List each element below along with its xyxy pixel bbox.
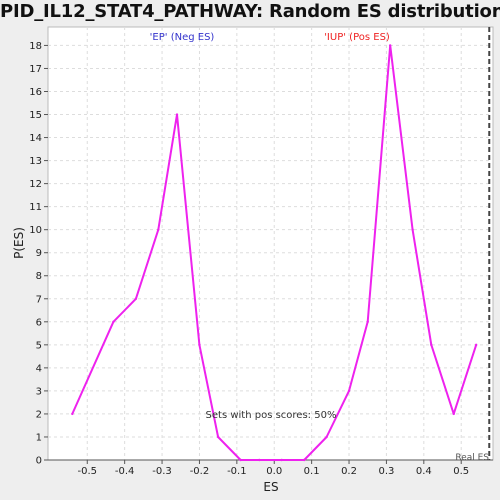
x-axis-title: ES [263,480,278,494]
data-point [258,459,260,461]
y-tick-label: 17 [29,64,42,75]
y-tick-label: 12 [29,179,42,190]
y-tick-label: 2 [36,409,42,420]
x-tick-label: -0.1 [227,466,247,477]
x-tick-label: -0.3 [152,466,172,477]
y-tick-label: 18 [29,41,42,52]
data-point [198,344,200,346]
y-tick-label: 3 [36,386,42,397]
x-tick-label: 0.1 [304,466,320,477]
x-tick-label: 0.5 [453,466,469,477]
data-point [157,228,159,230]
x-tick-label: -0.2 [190,466,210,477]
x-tick-label: 0.4 [416,466,432,477]
data-point [303,459,305,461]
neg-es-label: 'EP' (Neg ES) [150,32,215,43]
y-tick-label: 13 [29,156,42,167]
data-point [411,228,413,230]
x-axis-ticks: -0.5 -0.4 -0.3 -0.2 -0.1 0.0 0.1 0.2 0.3 0.4 0.5 [78,460,470,477]
y-tick-label: 16 [29,87,42,98]
data-point [325,436,327,438]
data-point [112,321,114,323]
data-point [239,459,241,461]
y-tick-label: 7 [36,294,42,305]
y-tick-label: 14 [29,133,42,144]
data-point [367,321,369,323]
y-tick-label: 1 [36,432,42,443]
y-tick-label: 5 [36,340,42,351]
data-point [430,344,432,346]
x-tick-label: 0.3 [378,466,394,477]
x-tick-label: -0.4 [115,466,135,477]
real-es-label: Real ES [455,453,489,463]
y-tick-label: 9 [36,248,42,259]
y-tick-label: 10 [29,225,42,236]
x-tick-label: -0.5 [78,466,98,477]
data-point [475,344,477,346]
data-point [135,298,137,300]
pos-es-label: 'IUP' (Pos ES) [324,32,390,43]
data-point [281,459,283,461]
data-point [348,390,350,392]
y-tick-label: 8 [36,271,42,282]
sets-pos-scores-text: Sets with pos scores: 50% [206,410,337,421]
y-tick-label: 0 [36,456,42,467]
x-tick-label: 0.0 [266,466,282,477]
y-axis-title: P(ES) [12,227,26,259]
y-tick-label: 15 [29,110,42,121]
x-tick-label: 0.2 [341,466,357,477]
data-point [217,436,219,438]
data-point [453,413,455,415]
y-tick-label: 4 [36,363,42,374]
data-point [389,44,391,46]
data-point [176,113,178,115]
y-tick-label: 11 [29,202,42,213]
y-tick-label: 6 [36,317,42,328]
data-point [71,413,73,415]
